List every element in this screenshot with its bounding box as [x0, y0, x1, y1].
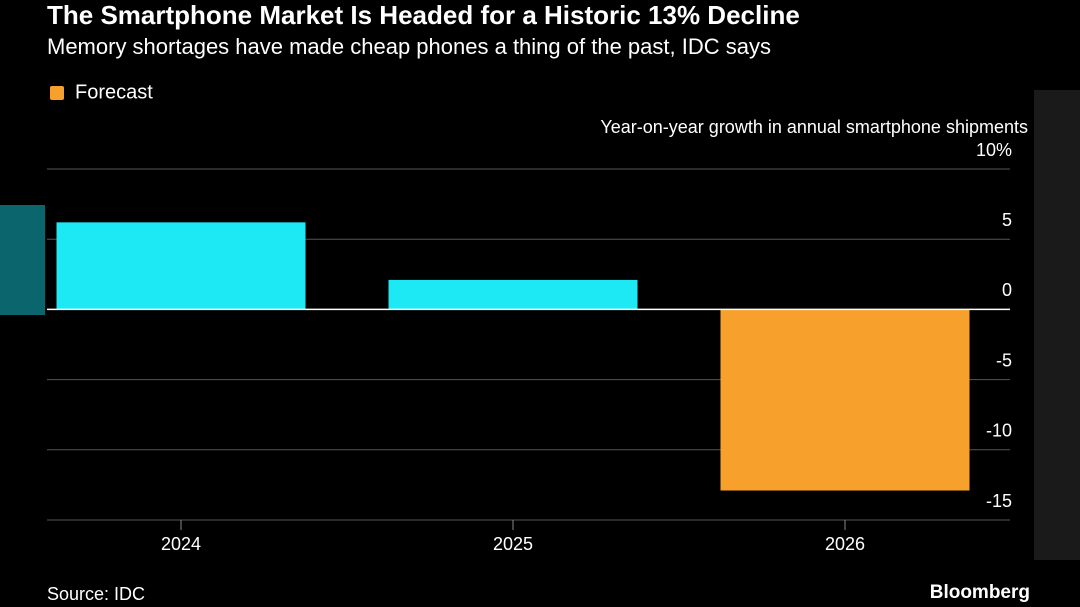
y-axis-label: Year-on-year growth in annual smartphone…	[600, 117, 1028, 137]
source: Source: IDC	[47, 584, 145, 604]
brand: Bloomberg	[930, 582, 1030, 603]
chart-subtitle: Memory shortages have made cheap phones …	[47, 34, 771, 59]
bar	[720, 309, 970, 491]
y-tick-label: 5	[1002, 210, 1012, 230]
bar	[388, 279, 638, 310]
x-tick-label: 2024	[161, 534, 201, 554]
legend-label: Forecast	[75, 81, 153, 103]
x-tick-label: 2026	[825, 534, 865, 554]
legend-swatch	[50, 86, 64, 100]
bar	[56, 222, 306, 310]
x-tick-label: 2025	[493, 534, 533, 554]
chart-title: The Smartphone Market Is Headed for a Hi…	[47, 0, 800, 30]
y-tick-label: 0	[1002, 280, 1012, 300]
y-tick-label: -5	[996, 350, 1012, 370]
side-blur	[0, 205, 45, 315]
y-tick-label: -15	[986, 491, 1012, 511]
y-tick-label: 10%	[976, 140, 1012, 160]
y-tick-label: -10	[986, 421, 1012, 441]
side-blur	[1034, 90, 1080, 560]
